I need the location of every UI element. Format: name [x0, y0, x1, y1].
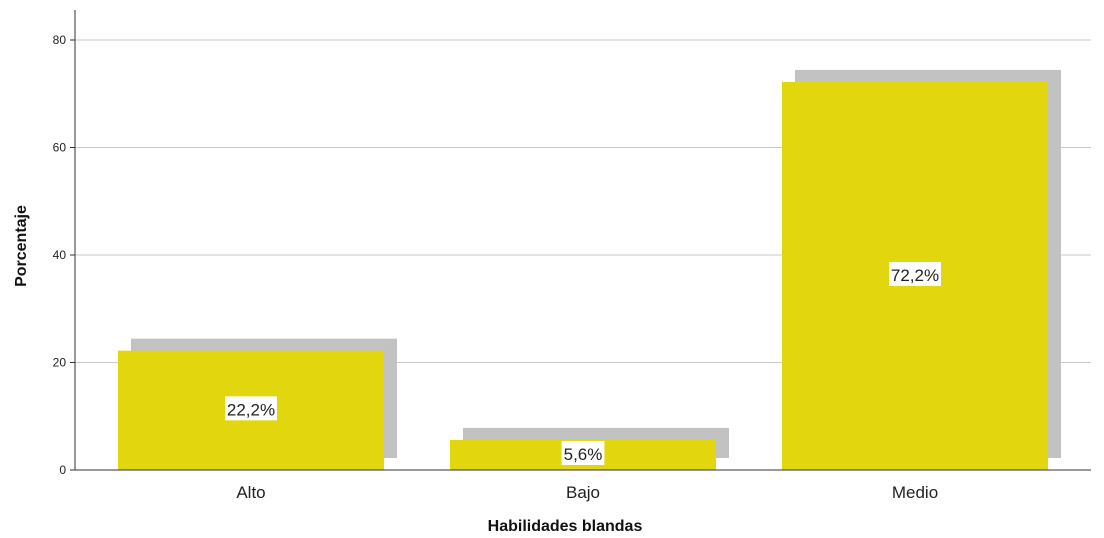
y-tick-label: 0 — [59, 463, 66, 477]
data-label: 72,2% — [891, 266, 939, 285]
axes — [74, 10, 1091, 471]
y-tick-label: 80 — [53, 33, 67, 47]
x-tick-label: Bajo — [566, 483, 600, 502]
y-tick-label: 20 — [53, 356, 67, 370]
x-axis-title: Habilidades blandas — [488, 518, 643, 535]
x-axis-labels: Alto Bajo Medio — [236, 483, 938, 502]
data-label-box — [225, 396, 277, 421]
bars: 22,2% 5,6% 72,2% — [118, 69, 1061, 471]
y-axis-title: Porcentaje — [13, 205, 30, 287]
data-label-box — [889, 261, 941, 286]
y-tick-label: 60 — [53, 141, 67, 155]
data-label-box — [561, 440, 605, 465]
data-label: 22,2% — [227, 400, 275, 419]
y-tick-label: 40 — [53, 248, 67, 262]
data-label: 5,6% — [564, 445, 603, 464]
x-tick-label: Medio — [892, 483, 938, 502]
x-tick-label: Alto — [236, 483, 265, 502]
y-axis-ticks: 0 20 40 60 80 — [53, 33, 75, 477]
